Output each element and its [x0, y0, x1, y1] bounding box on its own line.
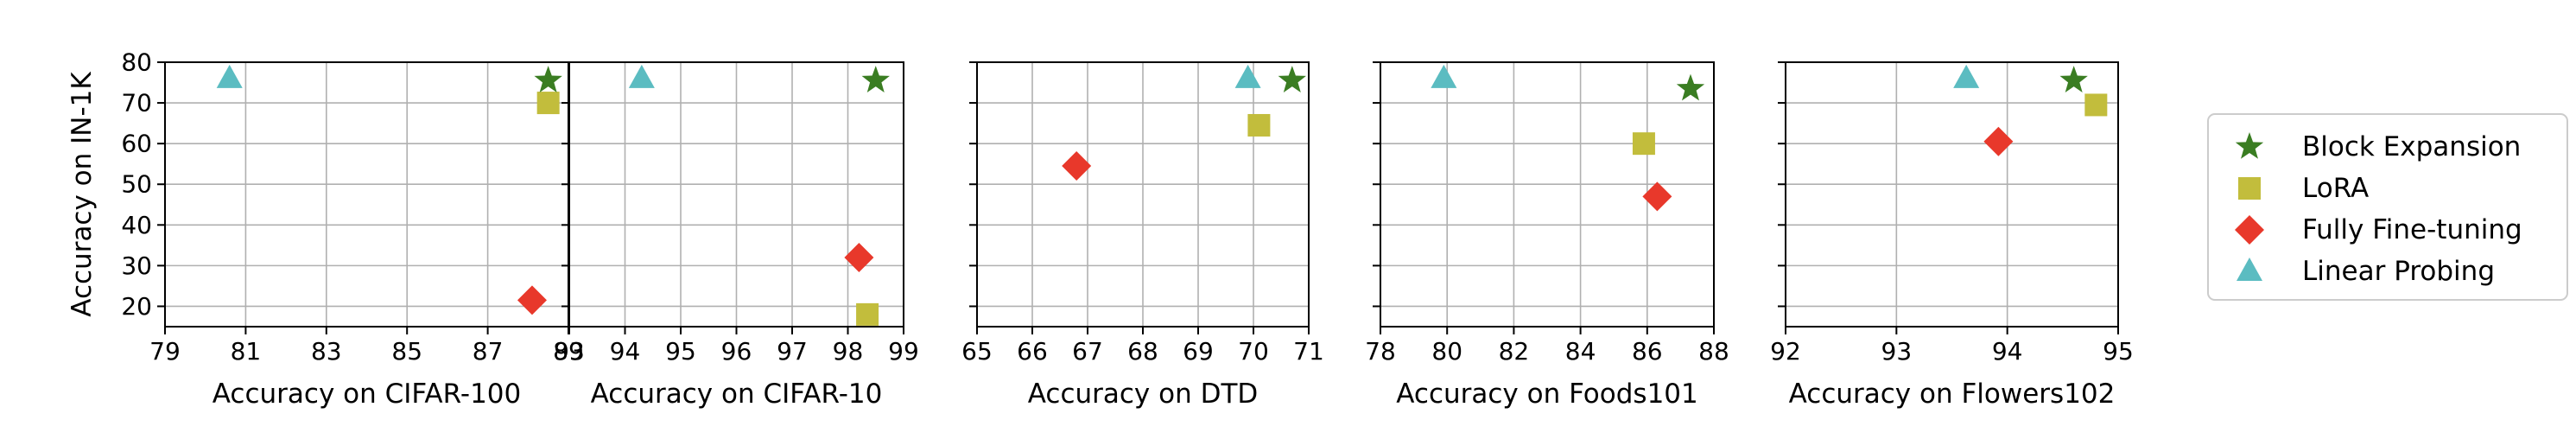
x-tick-label: 88 — [1698, 337, 1729, 366]
legend-marker-fully-fine-tuning — [2235, 215, 2264, 245]
x-tick-label: 84 — [1565, 337, 1596, 366]
panel-1: 20 30 40 50 60 70 80 79 81 83 85 87 89 Accuracy on CI… — [67, 48, 584, 410]
x-tick-label: 66 — [1017, 337, 1048, 366]
point-fully-fine-tuning — [844, 242, 874, 272]
y-tick-label: 60 — [121, 130, 152, 158]
legend-item-lora: LoRA — [2238, 173, 2369, 204]
grid — [568, 61, 904, 327]
point-fully-fine-tuning — [1983, 126, 2014, 156]
grid — [164, 61, 569, 327]
data-points — [1953, 64, 2108, 156]
x-axis-label: Accuracy on DTD — [1028, 379, 1259, 410]
x-tick-label: 81 — [231, 337, 262, 366]
x-tick-label: 99 — [888, 337, 919, 366]
legend-label: Linear Probing — [2302, 256, 2495, 287]
x-tick-label: 87 — [473, 337, 504, 366]
x-tick-label: 85 — [391, 337, 422, 366]
point-linear-probing — [1953, 64, 1980, 88]
legend-label: Fully Fine-tuning — [2302, 214, 2522, 245]
x-tick-label: 93 — [1881, 337, 1913, 366]
y-tick-label: 30 — [121, 251, 152, 280]
y-tick-label: 50 — [121, 170, 152, 199]
x-tick-label: 93 — [554, 337, 585, 366]
y-tick-label: 40 — [121, 211, 152, 239]
x-tick-label: 86 — [1632, 337, 1663, 366]
point-block-expansion — [1278, 66, 1306, 92]
point-block-expansion — [1676, 73, 1705, 101]
point-fully-fine-tuning — [517, 285, 547, 315]
legend-marker-linear-probing — [2237, 258, 2262, 281]
point-lora — [2084, 93, 2108, 117]
x-tick-label: 83 — [311, 337, 342, 366]
x-tick-label: 96 — [721, 337, 752, 366]
point-block-expansion — [861, 66, 890, 92]
y-axis-label: Accuracy on IN-1K — [67, 72, 98, 317]
x-tick-label: 79 — [149, 337, 181, 366]
x-tick-label: 89 — [553, 337, 584, 366]
grid — [1785, 61, 2119, 327]
legend-item-linear-probing: Linear Probing — [2237, 256, 2495, 287]
x-axis-label: Accuracy on CIFAR-10 — [591, 379, 883, 410]
point-lora — [1247, 113, 1271, 137]
x-tick-label: 95 — [2103, 337, 2134, 366]
x-tick-label: 94 — [610, 337, 641, 366]
x-tick-label: 71 — [1293, 337, 1324, 366]
x-axis-label: Accuracy on CIFAR-100 — [213, 379, 521, 410]
x-tick-label: 78 — [1365, 337, 1396, 366]
point-linear-probing — [216, 64, 243, 88]
data-points — [628, 64, 890, 326]
x-tick-label: 95 — [665, 337, 696, 366]
plot-frame — [1380, 61, 1715, 328]
x-tick-label: 80 — [1431, 337, 1462, 366]
point-linear-probing — [1431, 64, 1457, 88]
x-tick-label: 94 — [1992, 337, 2023, 366]
legend-frame — [2207, 113, 2568, 301]
panel-3: 65 66 67 68 69 70 71 Accuracy on DTD — [961, 61, 1324, 410]
x-tick-label: 98 — [833, 337, 864, 366]
x-tick-label: 65 — [961, 337, 993, 366]
point-lora — [856, 302, 879, 326]
x-tick-label: 97 — [777, 337, 808, 366]
y-tick-label: 80 — [121, 48, 152, 77]
x-tick-label: 69 — [1183, 337, 1214, 366]
data-points — [1062, 64, 1306, 181]
legend-marker-lora — [2238, 177, 2261, 200]
legend-label: Block Expansion — [2302, 131, 2521, 162]
x-tick-label: 82 — [1499, 337, 1530, 366]
legend: Block Expansion LoRA Fully Fine-tuning Line… — [2207, 113, 2568, 301]
legend-item-fully-fine-tuning: Fully Fine-tuning — [2235, 214, 2522, 245]
y-tick-label: 20 — [121, 292, 152, 321]
x-axis-label: Accuracy on Foods101 — [1396, 379, 1698, 410]
legend-item-block-expansion: Block Expansion — [2235, 131, 2521, 162]
data-points — [1431, 64, 1705, 212]
point-fully-fine-tuning — [1062, 151, 1092, 181]
plot-frame — [164, 61, 569, 328]
panel-5: 92 93 94 95 Accuracy on Flowers102 — [1770, 61, 2134, 410]
legend-items: Block Expansion LoRA Fully Fine-tuning Line… — [2235, 131, 2522, 287]
point-linear-probing — [1234, 64, 1261, 88]
plot-frame — [1785, 61, 2119, 328]
point-lora — [536, 92, 560, 115]
x-axis-label: Accuracy on Flowers102 — [1789, 379, 2116, 410]
point-block-expansion — [534, 66, 562, 92]
x-tick-label: 67 — [1072, 337, 1103, 366]
y-tick-label: 70 — [121, 89, 152, 118]
legend-marker-block-expansion — [2235, 132, 2264, 159]
x-tick-label: 68 — [1127, 337, 1158, 366]
x-tick-label: 92 — [1770, 337, 1801, 366]
grid — [976, 61, 1310, 327]
point-linear-probing — [628, 64, 655, 88]
point-fully-fine-tuning — [1642, 181, 1672, 212]
point-block-expansion — [2059, 66, 2088, 92]
point-lora — [1632, 132, 1655, 156]
legend-label: LoRA — [2302, 173, 2369, 204]
data-points — [216, 64, 562, 315]
x-tick-label: 70 — [1238, 337, 1269, 366]
